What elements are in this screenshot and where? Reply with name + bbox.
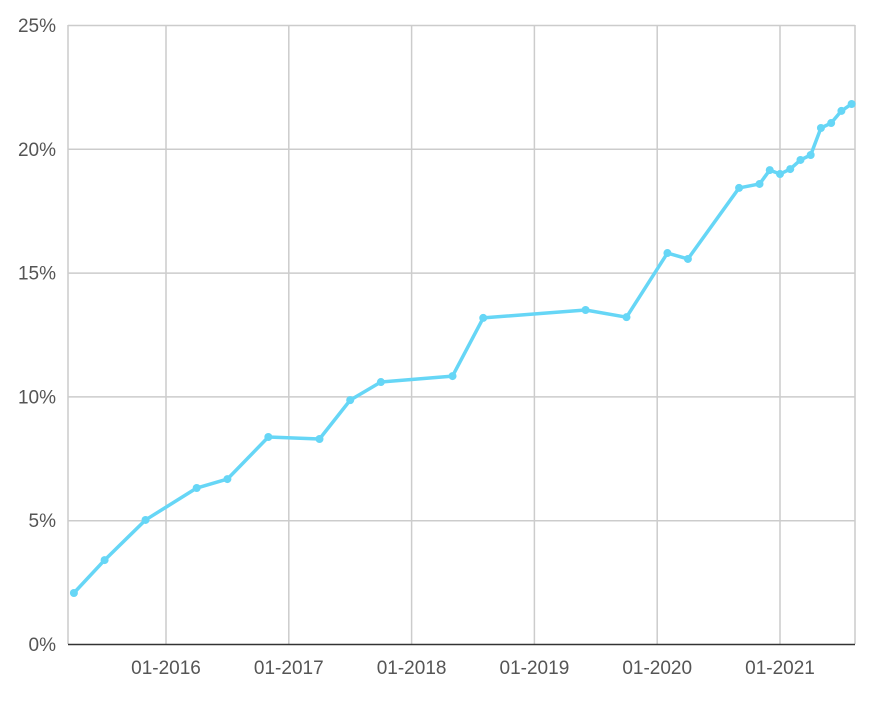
x-tick-label: 01-2019 (500, 658, 570, 679)
x-tick-label: 01-2016 (131, 658, 201, 679)
data-point (315, 434, 324, 443)
x-axis-labels: 01-2016 01-2017 01-2018 01-2019 01-2020 01-20… (131, 658, 815, 679)
data-point (847, 99, 856, 108)
data-point (786, 165, 795, 174)
x-tick-label: 01-2021 (745, 658, 815, 679)
data-point (776, 170, 784, 179)
y-tick-label: 0% (29, 635, 57, 656)
data-point (581, 305, 590, 314)
data-point (100, 556, 109, 565)
x-tick-label: 01-2020 (622, 658, 692, 679)
data-point (837, 106, 846, 115)
data-point (827, 119, 836, 128)
data-point (448, 372, 457, 381)
y-tick-label: 25% (18, 16, 56, 37)
y-tick-label: 5% (29, 511, 57, 532)
grid (67, 24, 856, 644)
data-point (223, 475, 232, 484)
data-point (796, 155, 805, 164)
data-point (663, 249, 672, 258)
data-point (346, 396, 355, 405)
x-tick-label: 01-2017 (254, 658, 324, 679)
data-point (479, 313, 488, 322)
data-point (192, 484, 201, 493)
y-tick-label: 20% (18, 140, 56, 161)
data-point (735, 183, 744, 192)
data-point (683, 254, 692, 263)
data-point (69, 588, 78, 597)
data-point (141, 515, 150, 524)
data-point (264, 433, 273, 442)
data-point (622, 313, 631, 322)
series (69, 99, 856, 597)
y-tick-label: 15% (18, 264, 56, 285)
data-point (755, 179, 764, 188)
y-axis-labels: 0% 5% 10% 15% 20% 25% (18, 16, 56, 656)
y-tick-label: 10% (18, 387, 56, 408)
data-point (816, 124, 825, 133)
x-tick-label: 01-2018 (377, 658, 447, 679)
data-point (806, 150, 815, 159)
data-point (765, 166, 774, 175)
data-point (376, 378, 385, 387)
series-line (72, 102, 853, 595)
